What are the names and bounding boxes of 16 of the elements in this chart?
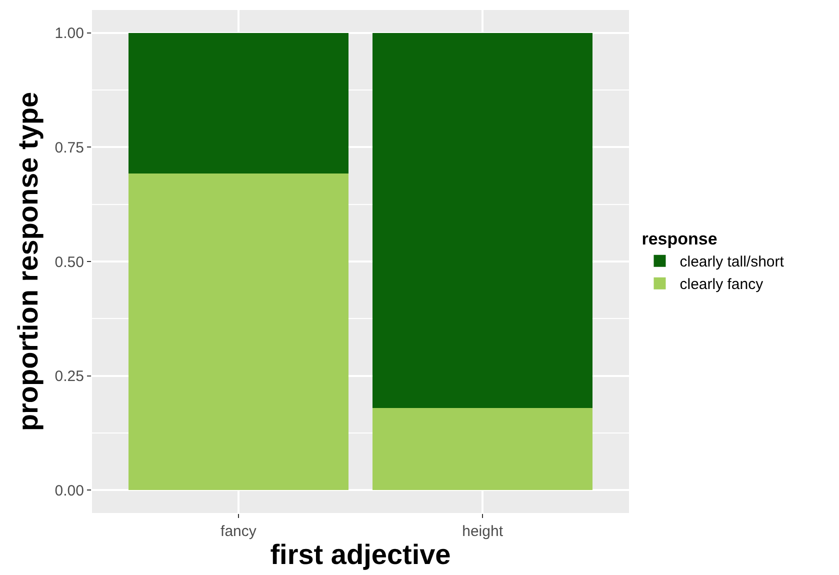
x-axis-title: first adjective [270, 539, 451, 570]
y-axis-title: proportion response type [12, 92, 44, 432]
bar [128, 32, 348, 174]
x-tick-label: fancy [220, 523, 257, 540]
legend-label: clearly tall/short [680, 254, 785, 271]
x-tick-label: height [462, 523, 504, 540]
y-tick-label: 0.00 [54, 482, 84, 500]
bar [372, 408, 592, 490]
legend-label: clearly fancy [680, 276, 764, 294]
y-tick-label: 0.50 [54, 254, 84, 271]
legend-title: response [642, 230, 718, 249]
bar [372, 32, 592, 408]
bar [128, 173, 348, 490]
y-tick-label: 1.00 [54, 25, 84, 42]
y-tick-label: 0.75 [54, 139, 84, 156]
y-tick-label: 0.25 [54, 368, 84, 386]
